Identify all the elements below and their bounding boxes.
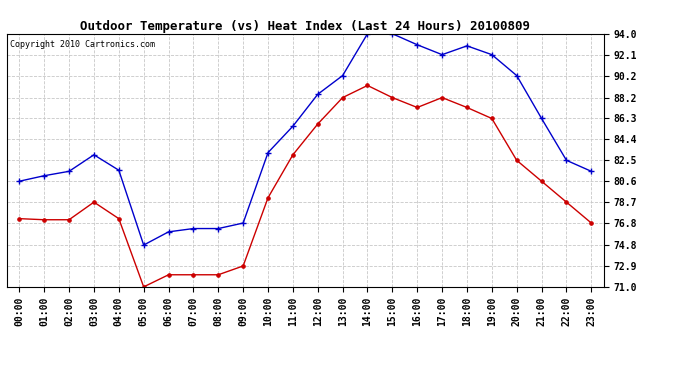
Title: Outdoor Temperature (vs) Heat Index (Last 24 Hours) 20100809: Outdoor Temperature (vs) Heat Index (Las… — [80, 20, 531, 33]
Text: Copyright 2010 Cartronics.com: Copyright 2010 Cartronics.com — [10, 40, 155, 49]
